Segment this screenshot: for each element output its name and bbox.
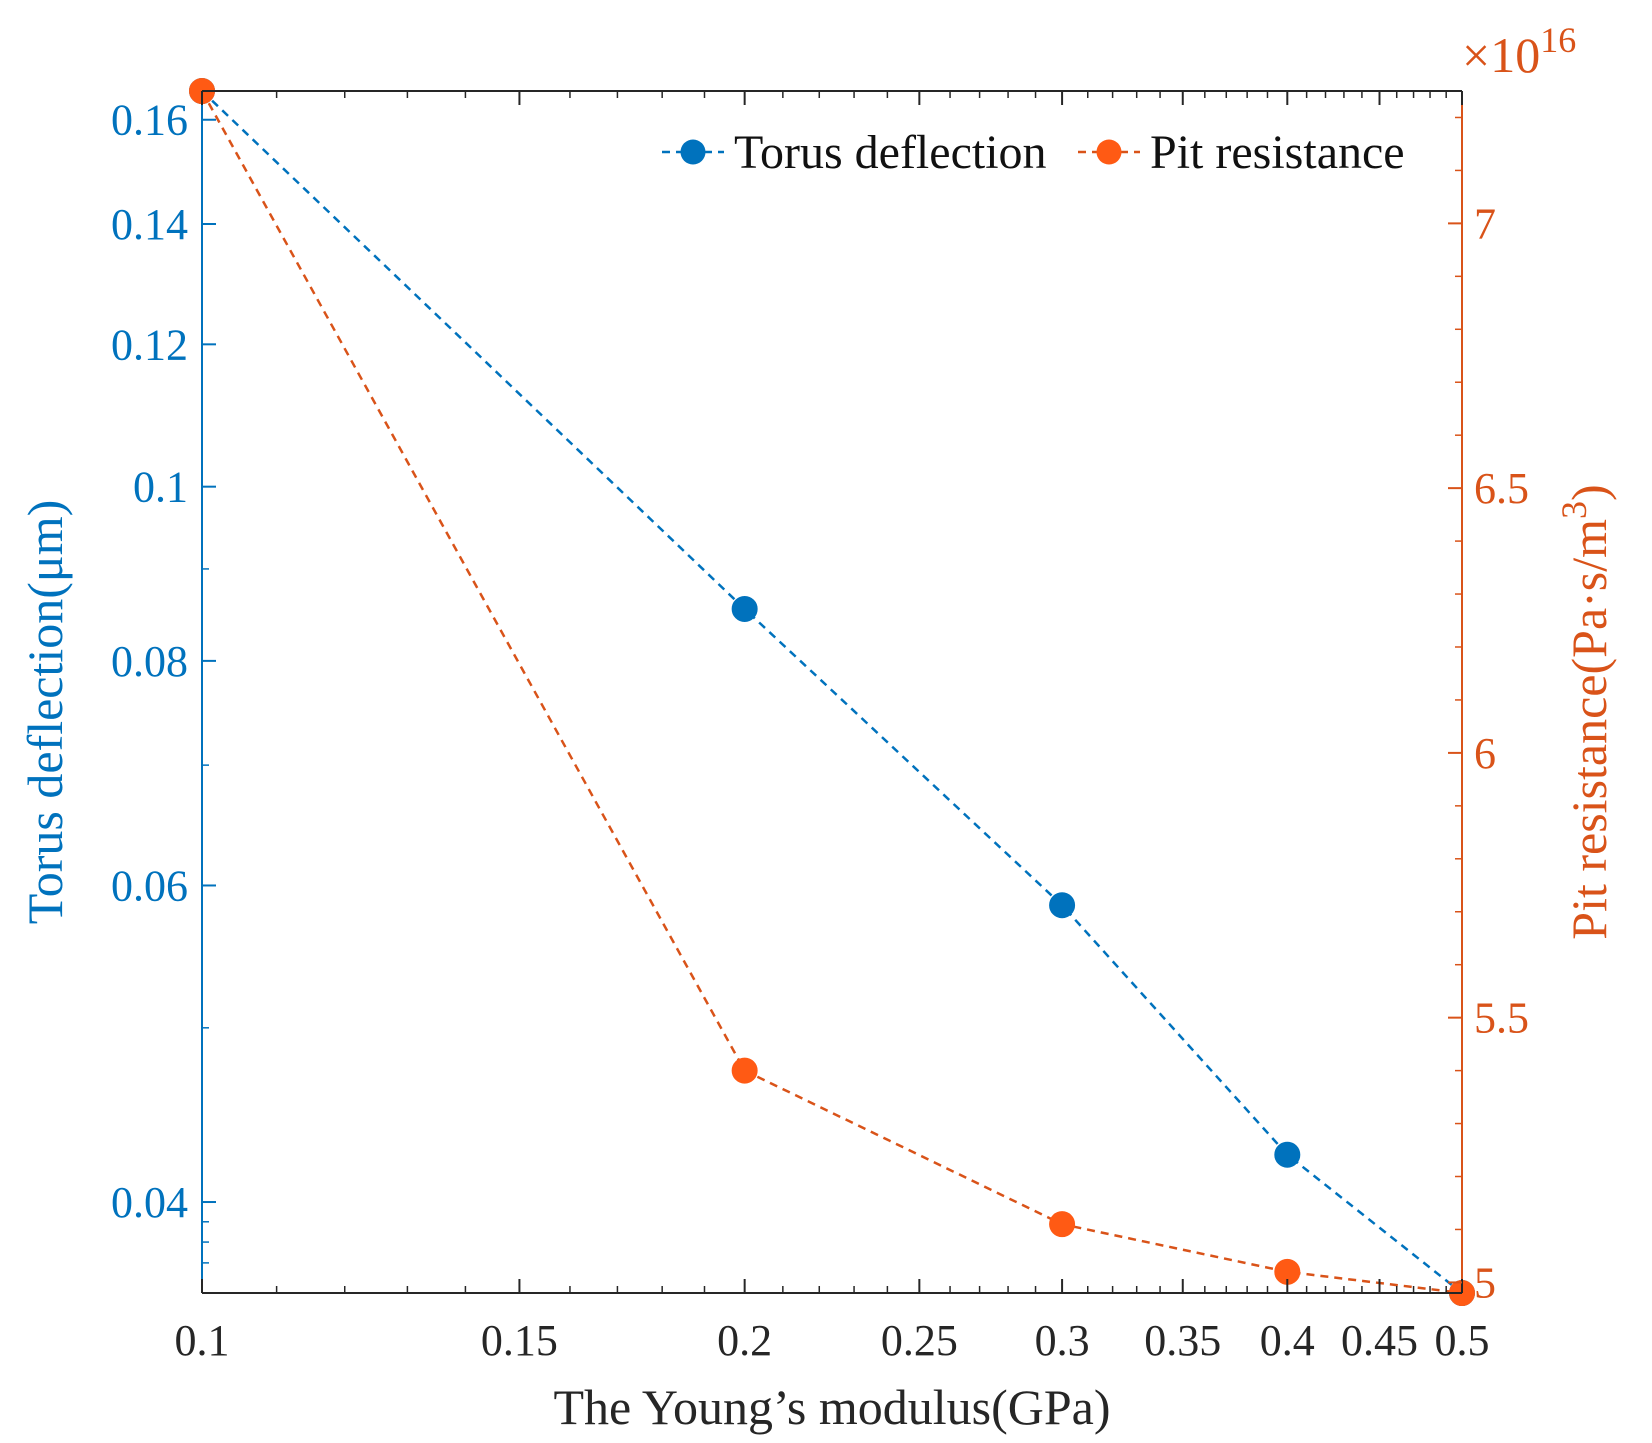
data-point: [1049, 892, 1076, 919]
y-right-tick-label: 5: [1474, 1258, 1496, 1307]
axes-layer: 0.1 0.15 0.2 0.25 0.3 0.35 0.4 0.45 0.50.040.060…: [111, 90, 1529, 1365]
right-axis-multiplier: ×1016: [1462, 20, 1576, 83]
y-right-tick-label: 6: [1474, 729, 1496, 778]
x-tick-label: 0.5: [1435, 1316, 1490, 1365]
x-tick-label: 0.1: [175, 1316, 230, 1365]
series-torus-deflection: [189, 78, 1475, 1306]
y-right-tick-label: 6.5: [1474, 464, 1529, 513]
multiplier-base: ×10: [1462, 27, 1540, 83]
data-point: [1274, 1141, 1301, 1168]
data-point: [731, 595, 758, 622]
x-tick-label: 0.45: [1341, 1316, 1418, 1365]
y-left-tick-label: 0.1: [133, 463, 188, 512]
legend-item-pit-resistance: Pit resistance: [1078, 126, 1405, 179]
data-point: [1049, 1211, 1076, 1238]
y-right-tick-label: 5.5: [1474, 994, 1529, 1043]
x-axis-label: The Young’s modulus(GPa): [554, 1379, 1111, 1435]
legend-marker: [1096, 139, 1122, 165]
y-left-tick-label: 0.04: [111, 1178, 188, 1227]
series-pit-resistance: [189, 78, 1475, 1306]
legend-label: Torus deflection: [734, 126, 1047, 179]
y-right-tick-label: 7: [1474, 199, 1496, 248]
y-right-axis-label-main: Pit resistance(Pa·s/m: [1561, 519, 1617, 940]
legend-marker: [680, 139, 706, 165]
y-left-tick-label: 0.06: [111, 861, 188, 910]
y-right-axis-label-sup: 3: [1554, 501, 1594, 519]
series-line: [201, 90, 1463, 1294]
legend-label: Pit resistance: [1150, 126, 1405, 179]
y-left-tick-label: 0.16: [111, 96, 188, 145]
y-right-axis-label: Pit resistance(Pa·s/m3): [1554, 484, 1617, 939]
x-tick-label: 0.3: [1035, 1316, 1090, 1365]
multiplier-exponent: 16: [1540, 20, 1576, 60]
y-left-tick-label: 0.08: [111, 637, 188, 686]
y-left-axis-label: Torus deflection(μm): [17, 500, 73, 925]
x-tick-label: 0.4: [1260, 1316, 1315, 1365]
y-right-axis-label-close: ): [1561, 484, 1617, 501]
series-layer: [189, 78, 1475, 1306]
legend-item-torus-deflection: Torus deflection: [662, 126, 1047, 179]
legend: Torus deflection Pit resistance: [662, 126, 1405, 179]
x-tick-label: 0.15: [481, 1316, 558, 1365]
y-left-tick-label: 0.12: [111, 320, 188, 369]
data-point: [731, 1057, 758, 1084]
y-left-tick-label: 0.14: [111, 200, 188, 249]
x-tick-label: 0.35: [1144, 1316, 1221, 1365]
x-tick-label: 0.25: [881, 1316, 958, 1365]
x-tick-label: 0.2: [717, 1316, 772, 1365]
